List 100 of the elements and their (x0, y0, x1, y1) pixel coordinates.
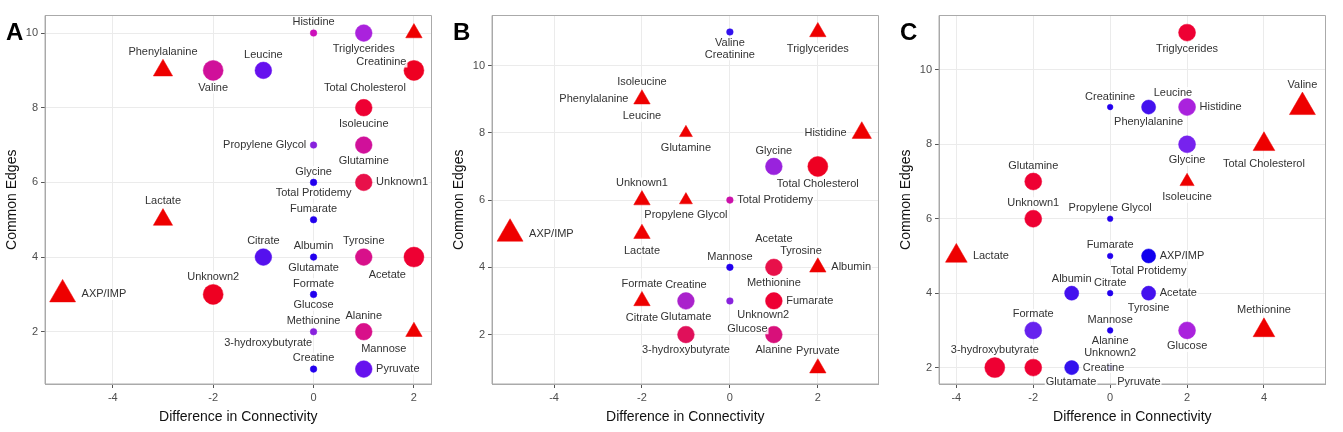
annotation: Citrate (247, 234, 280, 247)
annotation: Creatine (292, 351, 335, 364)
y-tick-label: 2 (31, 324, 39, 337)
annotation: Methionine (746, 276, 801, 289)
x-tick-label: -4 (951, 390, 962, 403)
annotation: Fumarate (786, 293, 834, 306)
y-tick-label: 2 (925, 360, 933, 373)
chart-title: C (900, 18, 918, 46)
annotation: Propylene Glycol (223, 138, 307, 151)
annotation: Glucose (293, 298, 334, 311)
annotation: Citrate (1093, 275, 1127, 288)
y-tick-label: 2 (478, 327, 486, 340)
x-tick-label: 0 (726, 390, 733, 403)
y-axis-title: Common Edges (3, 149, 20, 250)
annotation: Glutamate (288, 260, 339, 273)
annotation: Total Cholesterol (324, 80, 406, 93)
y-tick-label: 10 (919, 62, 933, 75)
annotation: Propylene Glycol (644, 208, 728, 221)
annotation: Glutamate (660, 309, 712, 322)
annotation: Leucine (244, 47, 283, 60)
annotation: AXP/IMP (81, 287, 127, 300)
annotation: Phenylalanine (128, 44, 198, 57)
annotation: Acetate (755, 232, 793, 245)
y-tick-label: 10 (25, 26, 39, 39)
x-tick-label: -4 (549, 390, 559, 403)
annotation: Alanine (345, 308, 383, 321)
chart-title: B (453, 18, 471, 46)
annotation: Triglycerides (786, 41, 850, 54)
annotation: Leucine (1153, 85, 1193, 98)
annotation: Total Protidemy (737, 193, 814, 206)
annotation: Glutamine (1008, 158, 1059, 171)
annotation: Isoleucine (1162, 190, 1212, 203)
annotation: Glycine (1168, 153, 1206, 166)
annotation: Methionine (286, 313, 341, 326)
annotation: Tyrosine (780, 244, 822, 257)
annotation: Unknown2 (737, 307, 790, 320)
annotation: Histidine (1199, 100, 1242, 113)
x-axis-title: Difference in Connectivity (1053, 408, 1212, 425)
annotation: Lactate (144, 194, 182, 207)
annotation: Fumarate (290, 201, 338, 214)
annotation: Phenylalanine (1114, 114, 1184, 127)
annotation: Albumin (831, 260, 872, 273)
annotation: Citrate (625, 310, 659, 323)
annotation: Total Protidemy (275, 186, 352, 199)
x-tick-label: -2 (208, 390, 219, 403)
annotation: AXP/IMP (1159, 248, 1205, 261)
annotation: Pyruvate (1117, 374, 1161, 387)
annotation: Creatine (665, 278, 707, 291)
y-tick-label: 4 (925, 286, 933, 299)
annotation: Leucine (622, 109, 662, 122)
x-tick-label: 2 (814, 390, 821, 403)
annotation: Fumarate (1086, 238, 1134, 251)
y-axis-title: Common Edges (897, 149, 914, 250)
annotation: Histidine (804, 125, 847, 138)
x-tick-label: 2 (1184, 390, 1191, 403)
x-tick-label: 0 (1107, 390, 1114, 403)
y-tick-label: 8 (478, 125, 486, 138)
y-tick-label: 4 (478, 260, 486, 273)
x-tick-label: 4 (1260, 390, 1268, 403)
annotation: Methionine (1237, 303, 1291, 316)
chart-title: A (6, 18, 24, 46)
annotation: Unknown1 (1007, 195, 1060, 208)
annotation: 3-hydroxybutyrate (950, 343, 1039, 356)
y-axis-title: Common Edges (450, 149, 467, 250)
y-tick-label: 6 (478, 193, 486, 206)
annotation: Pyruvate (796, 344, 840, 357)
annotation: Formate (1012, 307, 1054, 320)
annotation: Glucose (1166, 339, 1208, 352)
annotation: Isoleucine (338, 116, 389, 129)
annotation: Albumin (293, 239, 334, 252)
x-tick-label: -2 (637, 390, 647, 403)
annotation: Mannose (707, 249, 753, 262)
y-tick-label: 6 (925, 211, 933, 224)
annotation: Mannose (361, 341, 407, 354)
annotation: Formate (293, 276, 335, 289)
y-tick-label: 10 (472, 58, 486, 71)
annotation: Propylene Glycol (1068, 201, 1152, 214)
annotation: 3-hydroxybutyrate (641, 343, 730, 356)
annotation: Glycine (755, 143, 793, 156)
annotation: Alanine (755, 343, 793, 356)
annotation: AXP/IMP (529, 226, 574, 239)
annotation: Creatinine (356, 55, 407, 68)
annotation: Glutamine (338, 153, 389, 166)
x-tick-label: 0 (310, 390, 317, 403)
annotation: Valine (198, 80, 229, 93)
x-tick-label: -4 (107, 390, 118, 403)
annotation: Lactate (972, 248, 1009, 261)
annotation: Unknown1 (615, 176, 668, 189)
y-tick-label: 6 (31, 175, 39, 188)
annotation: Unknown1 (376, 175, 429, 188)
x-axis-title: Difference in Connectivity (159, 408, 318, 425)
annotation: Formate (621, 277, 663, 289)
annotation: Albumin (1051, 271, 1092, 284)
annotation: Glutamine (660, 140, 711, 153)
annotation: Unknown2 (1084, 345, 1137, 358)
annotation: Tyrosine (1127, 300, 1170, 313)
annotation: Acetate (368, 267, 406, 280)
annotation: Tyrosine (342, 234, 385, 247)
x-axis-title: Difference in Connectivity (606, 408, 765, 425)
annotation: Isoleucine (617, 75, 667, 88)
